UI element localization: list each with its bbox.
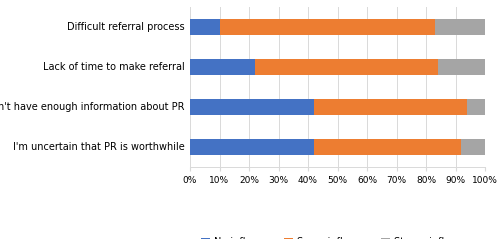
Bar <box>190 19 220 35</box>
Legend: No influence, Some influence, Strong influence: No influence, Some influence, Strong inf… <box>197 233 478 239</box>
Bar <box>220 19 435 35</box>
Bar <box>190 99 314 115</box>
Bar <box>190 139 314 155</box>
Bar <box>314 139 462 155</box>
Bar <box>462 139 485 155</box>
Bar <box>190 59 255 75</box>
Bar <box>435 19 485 35</box>
Bar <box>255 59 438 75</box>
Bar <box>468 99 485 115</box>
Bar <box>438 59 485 75</box>
Bar <box>314 99 468 115</box>
